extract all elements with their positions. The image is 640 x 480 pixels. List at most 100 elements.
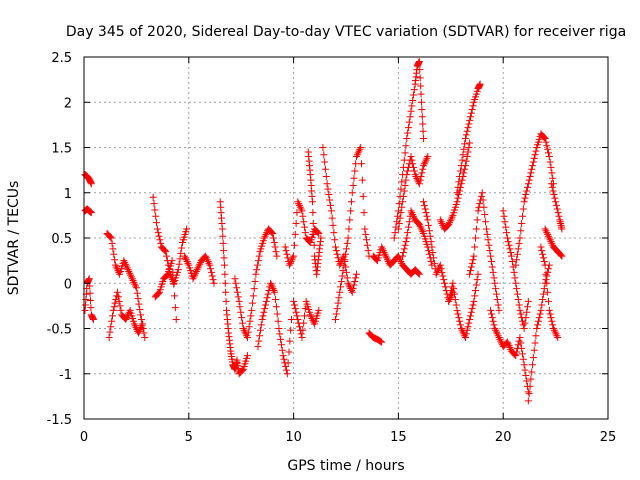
data-point: [404, 223, 412, 231]
data-point: [332, 243, 340, 251]
data-point: [403, 171, 411, 179]
data-point: [381, 250, 389, 258]
data-point: [474, 270, 482, 278]
data-point: [523, 377, 531, 385]
data-point: [264, 290, 272, 298]
data-point: [530, 154, 538, 162]
data-point: [468, 305, 476, 313]
data-point: [355, 147, 363, 155]
data-point: [496, 335, 504, 343]
x-tick-label: 20: [495, 430, 512, 445]
data-point: [326, 201, 334, 209]
data-point: [454, 194, 462, 202]
data-point: [396, 256, 404, 264]
data-point: [348, 288, 356, 296]
data-point: [339, 254, 347, 262]
data-point: [206, 261, 214, 269]
data-point: [348, 189, 356, 197]
data-point: [155, 289, 163, 297]
data-point: [352, 274, 360, 282]
data-point: [352, 153, 360, 161]
data-point: [519, 321, 527, 329]
data-point: [472, 225, 480, 233]
series-sat-f: [149, 193, 191, 287]
data-point: [546, 310, 554, 318]
data-point: [306, 238, 314, 246]
data-point: [435, 263, 443, 271]
data-point: [273, 252, 281, 260]
data-point: [398, 178, 406, 186]
data-point: [221, 279, 229, 287]
data-point: [418, 169, 426, 177]
data-point: [243, 352, 251, 360]
data-point: [422, 209, 430, 217]
data-point: [454, 310, 462, 318]
data-point: [415, 220, 423, 228]
data-point: [524, 183, 532, 191]
data-point: [527, 169, 535, 177]
data-point: [342, 268, 350, 276]
data-point: [402, 238, 410, 246]
data-point: [416, 222, 424, 230]
data-point: [457, 325, 465, 332]
data-point: [463, 127, 471, 135]
data-point: [270, 286, 278, 294]
data-point: [487, 306, 495, 314]
data-point: [530, 346, 538, 354]
data-point: [519, 355, 527, 363]
data-point: [468, 105, 476, 113]
data-point: [295, 200, 303, 208]
data-point: [503, 338, 511, 346]
data-point: [552, 330, 560, 338]
data-point: [130, 278, 138, 286]
data-point: [210, 279, 218, 287]
data-point: [150, 200, 158, 208]
series-sat-p: [332, 144, 373, 323]
series-sat-e: [105, 288, 147, 342]
data-point: [251, 277, 259, 285]
data-point: [465, 319, 473, 327]
data-point: [490, 274, 498, 282]
data-point: [276, 330, 284, 338]
data-point: [457, 162, 465, 170]
data-point: [415, 270, 423, 278]
data-point: [505, 241, 513, 249]
data-point: [406, 113, 414, 121]
data-point: [334, 299, 342, 307]
data-point: [244, 328, 252, 336]
data-point: [269, 229, 277, 237]
data-point: [469, 301, 477, 309]
data-point: [404, 124, 412, 132]
data-point: [464, 148, 472, 156]
data-point: [284, 359, 292, 367]
data-point: [402, 176, 410, 184]
y-tick-label: 1: [64, 187, 72, 202]
data-point: [293, 209, 301, 217]
data-point: [399, 248, 407, 256]
data-point: [290, 301, 298, 309]
data-point: [416, 66, 424, 74]
data-point: [181, 254, 189, 262]
data-point: [286, 337, 294, 345]
data-point: [238, 367, 246, 375]
data-point: [532, 147, 540, 155]
data-point: [415, 269, 423, 277]
data-point: [204, 258, 212, 266]
data-point: [420, 162, 428, 170]
data-point: [315, 306, 323, 314]
x-tick-label: 15: [390, 430, 407, 445]
data-point: [171, 292, 179, 300]
data-point: [471, 243, 479, 251]
y-tick-label: 2.5: [51, 51, 72, 66]
data-point: [300, 319, 308, 327]
data-point: [554, 334, 562, 342]
series-sat-ag: [547, 180, 566, 233]
data-point: [274, 317, 282, 325]
data-point: [236, 303, 244, 311]
data-point: [458, 156, 466, 164]
data-point: [269, 285, 277, 293]
data-point: [297, 205, 305, 213]
data-point: [520, 198, 528, 206]
data-point: [456, 172, 464, 180]
data-point: [401, 241, 409, 249]
